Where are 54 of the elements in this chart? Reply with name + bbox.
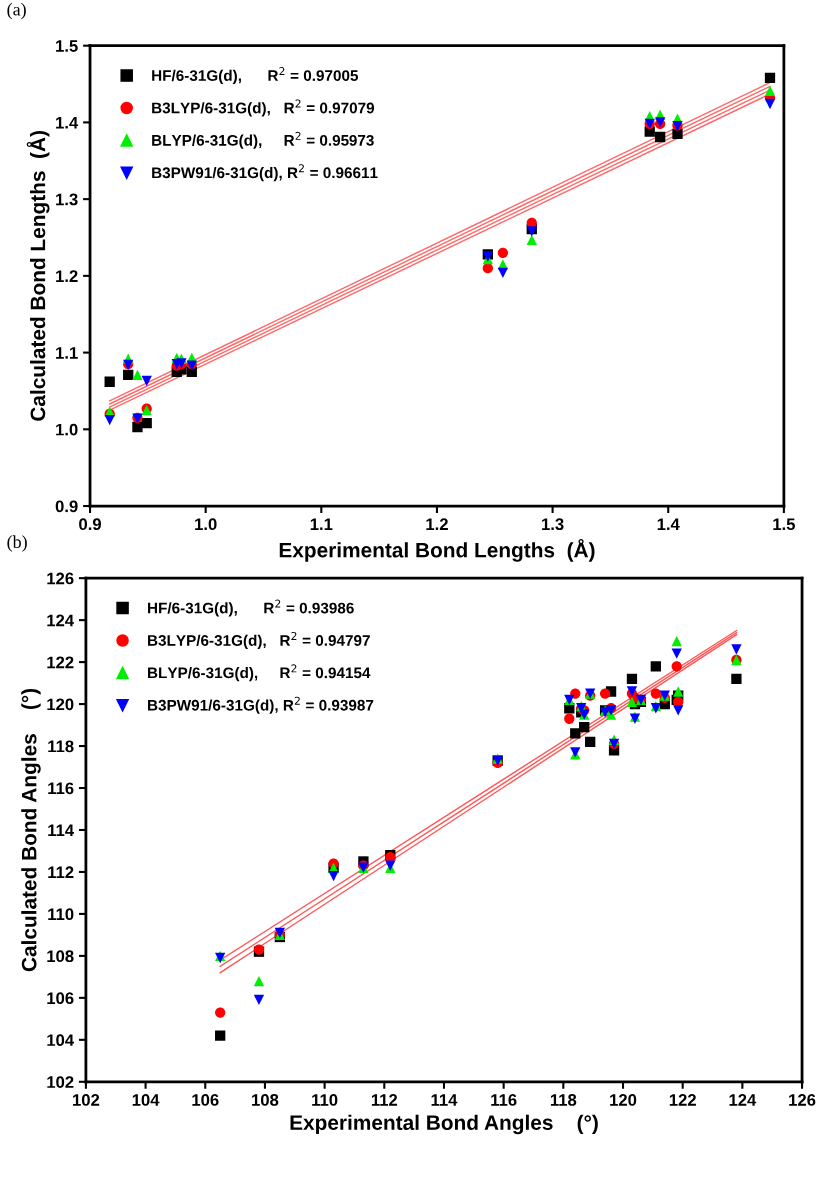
legend-label: BLYP/6-31G(d), R$^{2}$ = 0.94154 xyxy=(148,664,371,682)
x-tick-label: 0.9 xyxy=(79,518,101,531)
y-tick-label: 110 xyxy=(48,908,74,921)
x-tick-label: 108 xyxy=(252,1094,279,1106)
y-tick-label: 106 xyxy=(47,992,74,1005)
x-tick-label: 118 xyxy=(550,1094,577,1106)
y-tick-label: 118 xyxy=(48,740,74,753)
x-tick-label: 124 xyxy=(729,1094,757,1106)
y-tick-label: 0.9 xyxy=(55,500,78,513)
x-tick-label: 116 xyxy=(491,1094,517,1106)
legend-label: BLYP/6-31G(d), R$^{2}$ = 0.95973 xyxy=(152,131,374,149)
x-tick-label: 104 xyxy=(132,1094,160,1106)
y-tick-label: 122 xyxy=(47,656,74,669)
x-tick-label: 1.3 xyxy=(542,518,564,531)
y-tick-label: 116 xyxy=(48,782,74,795)
y-tick-label: 1.3 xyxy=(56,193,78,206)
legend-label: B3PW91/6-31G(d), R$^{2}$ = 0.93987 xyxy=(148,696,374,714)
x-tick-label: 1.4 xyxy=(657,518,680,530)
y-tick-label: 124 xyxy=(47,614,75,627)
x-tick-label: 1.2 xyxy=(426,518,448,530)
y-tick-label: 120 xyxy=(47,698,74,711)
x-tick-label: 114 xyxy=(431,1094,458,1106)
text: (a) xyxy=(7,2,26,20)
x-tick-label: 120 xyxy=(610,1094,637,1106)
x-tick-label: 126 xyxy=(789,1094,816,1106)
legend-label: B3LYP/6-31G(d), R$^{2}$ = 0.94797 xyxy=(148,631,370,649)
y-tick-label: 102 xyxy=(47,1076,74,1088)
y-axis-title: Calculated Bond Lengths (Å) xyxy=(26,131,50,421)
x-tick-label: 102 xyxy=(73,1094,100,1106)
y-tick-label: 108 xyxy=(47,950,74,963)
x-tick-label: 1.5 xyxy=(773,518,795,531)
y-tick-label: 1.5 xyxy=(56,40,78,52)
x-axis-title: Experimental Bond Lengths (Å) xyxy=(279,538,595,562)
y-tick-label: 114 xyxy=(48,824,75,837)
y-axis-title: Calculated Bond Angles (°) xyxy=(21,688,41,972)
x-tick-label: 1.1 xyxy=(310,518,333,530)
x-tick-label: 112 xyxy=(371,1094,398,1106)
legend-label: B3PW91/6-31G(d), R$^{2}$ = 0.96611 xyxy=(152,164,378,182)
y-tick-label: 112 xyxy=(48,866,74,878)
legend-label: HF/6-31G(d), R$^{2}$ = 0.97005 xyxy=(152,67,359,85)
x-tick-label: 122 xyxy=(669,1094,696,1106)
y-tick-label: 1.0 xyxy=(56,423,78,436)
x-tick-label: 110 xyxy=(312,1094,338,1106)
legend-label: HF/6-31G(d), R$^{2}$ = 0.93986 xyxy=(148,599,354,617)
x-tick-label: 1.0 xyxy=(195,518,217,531)
legend-label: B3LYP/6-31G(d), R$^{2}$ = 0.97079 xyxy=(152,99,375,117)
y-tick-label: 1.4 xyxy=(56,116,79,129)
y-tick-label: 126 xyxy=(47,572,74,585)
y-tick-label: 1.1 xyxy=(56,347,78,359)
x-axis-title: Experimental Bond Angles (°) xyxy=(290,1114,598,1135)
y-tick-label: 104 xyxy=(47,1034,75,1047)
text: (b) xyxy=(7,535,27,552)
x-tick-label: 106 xyxy=(192,1094,219,1106)
y-tick-label: 1.2 xyxy=(56,270,78,282)
